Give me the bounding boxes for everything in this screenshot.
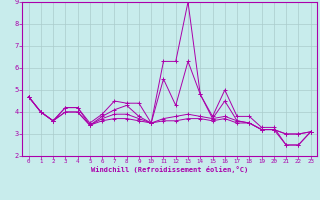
X-axis label: Windchill (Refroidissement éolien,°C): Windchill (Refroidissement éolien,°C) xyxy=(91,166,248,173)
